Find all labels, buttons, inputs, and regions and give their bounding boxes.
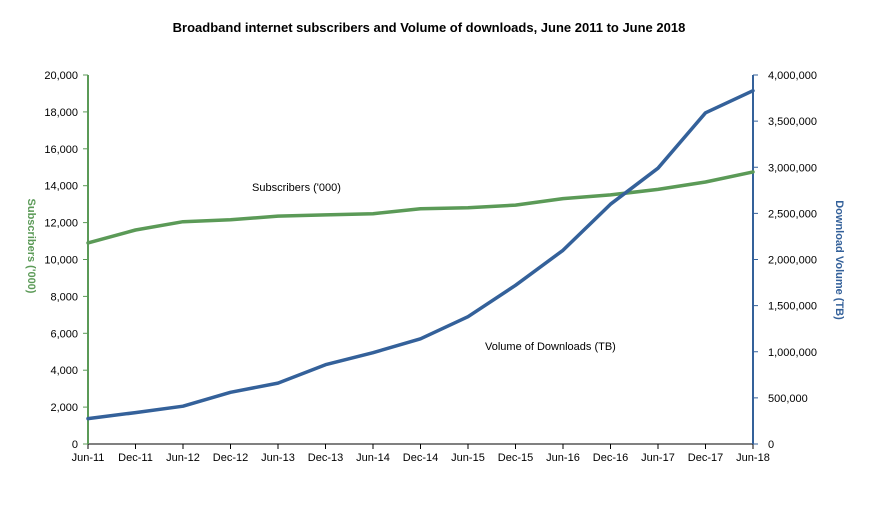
x-tick-label: Dec-16 <box>593 452 628 464</box>
left-y-tick-label: 0 <box>72 439 78 451</box>
series-lines <box>86 88 755 421</box>
right-y-tick-label: 4,000,000 <box>768 70 817 82</box>
chart-title: Broadband internet subscribers and Volum… <box>173 20 686 35</box>
left-y-tick-label: 16,000 <box>44 144 78 156</box>
right-y-tick-label: 2,000,000 <box>768 255 817 267</box>
x-tick-label: Jun-13 <box>261 452 295 464</box>
x-tick-label: Dec-13 <box>308 452 343 464</box>
plot-axes <box>87 75 754 445</box>
x-tick-label: Dec-17 <box>688 452 723 464</box>
left-y-tick-label: 8,000 <box>50 291 78 303</box>
downloads-series-line <box>86 88 755 421</box>
x-tick-label: Dec-12 <box>213 452 248 464</box>
x-tick-label: Dec-14 <box>403 452 438 464</box>
left-y-tick-label: 10,000 <box>44 255 78 267</box>
x-tick-label: Dec-15 <box>498 452 533 464</box>
right-y-tick-label: 1,000,000 <box>768 347 817 359</box>
x-tick-label: Jun-17 <box>641 452 675 464</box>
right-y-tick-label: 3,500,000 <box>768 116 817 128</box>
x-tick-label: Jun-11 <box>72 452 105 464</box>
x-tick-label: Jun-12 <box>166 452 200 464</box>
right-y-axis-ticks: 0 500,000 1,000,000 1,500,000 2,000,000 2,500… <box>753 70 817 451</box>
subscribers-series-line <box>86 170 755 245</box>
left-y-tick-label: 2,000 <box>50 402 78 414</box>
left-y-tick-label: 6,000 <box>50 328 78 340</box>
x-tick-label: Dec-11 <box>118 452 153 464</box>
downloads-series-label: Volume of Downloads (TB) <box>485 341 616 353</box>
left-y-tick-label: 12,000 <box>44 218 78 230</box>
x-axis-ticks: Jun-11 Dec-11 Jun-12 Dec-12 Jun-13 Dec-13 Jun-… <box>72 444 770 464</box>
x-tick-label: Jun-14 <box>356 452 390 464</box>
right-y-tick-label: 3,000,000 <box>768 162 817 174</box>
x-tick-label: Jun-16 <box>546 452 580 464</box>
x-tick-label: Jun-15 <box>451 452 485 464</box>
x-tick-label: Jun-18 <box>736 452 770 464</box>
subscribers-series-label: Subscribers ('000) <box>252 182 341 194</box>
left-y-tick-label: 14,000 <box>44 181 78 193</box>
right-axis-title: Download Volume (TB) <box>833 200 845 320</box>
right-y-tick-label: 0 <box>768 439 774 451</box>
right-y-tick-label: 1,500,000 <box>768 301 817 313</box>
left-y-tick-label: 18,000 <box>44 107 78 119</box>
left-axis-title: Subscribers ('000) <box>25 199 37 294</box>
left-y-tick-label: 20,000 <box>44 70 78 82</box>
left-y-tick-label: 4,000 <box>50 365 78 377</box>
right-y-tick-label: 2,500,000 <box>768 208 817 220</box>
right-y-tick-label: 500,000 <box>768 393 808 405</box>
left-y-axis-ticks: 0 2,000 4,000 6,000 8,000 10,000 12,000 14,000 1… <box>44 70 88 451</box>
